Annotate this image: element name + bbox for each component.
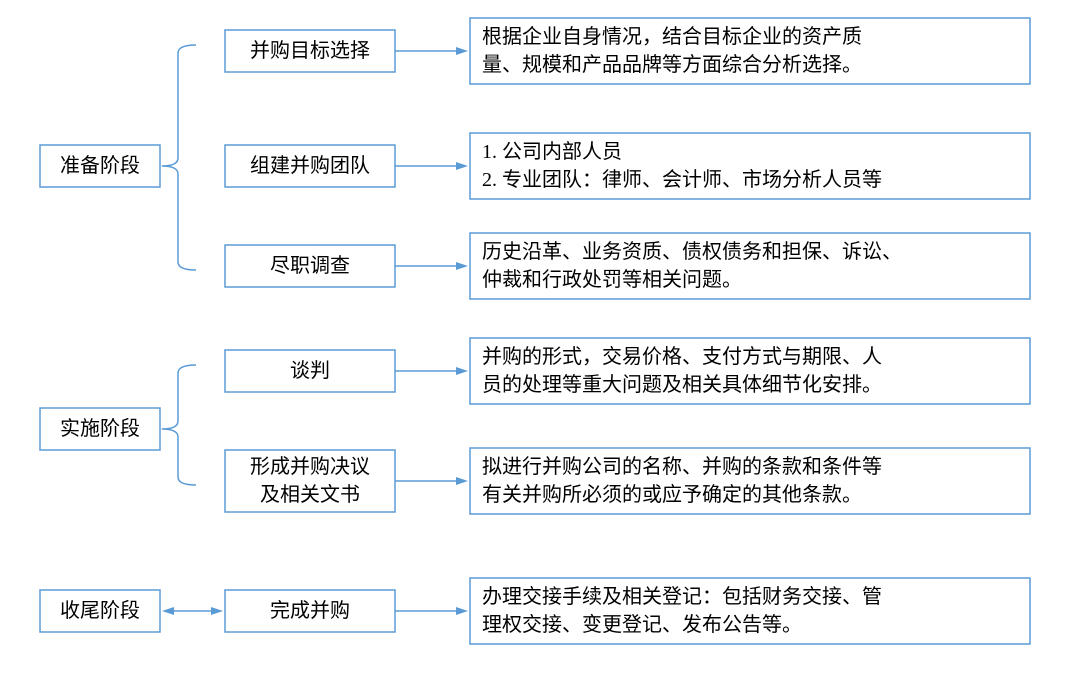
desc-nego: 并购的形式，交易价格、支付方式与期限、人员的处理等重大问题及相关具体细节化安排。 [470, 338, 1030, 404]
desc-resol: 拟进行并购公司的名称、并购的条款和条件等有关并购所必须的或应予确定的其他条款。 [470, 448, 1030, 514]
stage-exec: 实施阶段 [40, 408, 160, 450]
desc-dd: 历史沿革、业务资质、债权债务和担保、诉讼、仲裁和行政处罚等相关问题。 [470, 233, 1030, 299]
step-resol: 形成并购决议及相关文书 [225, 450, 395, 512]
desc-done-label: 理权交接、变更登记、发布公告等。 [482, 613, 802, 636]
step-resol-label: 形成并购决议 [250, 455, 370, 478]
stage-exec-label: 实施阶段 [60, 417, 140, 440]
step-nego: 谈判 [225, 350, 395, 392]
desc-team: 1. 公司内部人员 2. 专业团队：律师、会计师、市场分析人员等 [470, 133, 1030, 199]
stage-prep-label: 准备阶段 [60, 154, 140, 177]
stage-end-label: 收尾阶段 [60, 599, 140, 622]
desc-dd-label: 仲裁和行政处罚等相关问题。 [482, 268, 742, 291]
step-target-label: 并购目标选择 [250, 39, 370, 62]
desc-resol-label: 有关并购所必须的或应予确定的其他条款。 [482, 483, 862, 506]
step-resol-label: 及相关文书 [260, 483, 360, 506]
stage-prep: 准备阶段 [40, 145, 160, 187]
desc-target: 根据企业自身情况，结合目标企业的资产质量、规模和产品品牌等方面综合分析选择。 [470, 18, 1030, 84]
desc-target-label: 量、规模和产品品牌等方面综合分析选择。 [482, 53, 862, 76]
desc-team-label: 1. 公司内部人员 [482, 140, 622, 163]
desc-resol-label: 拟进行并购公司的名称、并购的条款和条件等 [482, 455, 882, 478]
step-target: 并购目标选择 [225, 30, 395, 72]
step-dd-label: 尽职调查 [270, 254, 350, 277]
step-dd: 尽职调查 [225, 245, 395, 287]
step-done: 完成并购 [225, 590, 395, 632]
desc-nego-label: 并购的形式，交易价格、支付方式与期限、人 [482, 345, 882, 368]
step-team: 组建并购团队 [225, 145, 395, 187]
desc-nego-label: 员的处理等重大问题及相关具体细节化安排。 [482, 373, 882, 396]
step-nego-label: 谈判 [290, 359, 330, 382]
desc-dd-label: 历史沿革、业务资质、债权债务和担保、诉讼、 [482, 240, 902, 263]
desc-done: 办理交接手续及相关登记：包括财务交接、管理权交接、变更登记、发布公告等。 [470, 578, 1030, 644]
stage-end: 收尾阶段 [40, 590, 160, 632]
step-team-label: 组建并购团队 [250, 154, 370, 177]
desc-team-label: 2. 专业团队：律师、会计师、市场分析人员等 [482, 168, 882, 191]
desc-target-label: 根据企业自身情况，结合目标企业的资产质 [482, 25, 862, 48]
step-done-label: 完成并购 [270, 599, 350, 622]
desc-done-label: 办理交接手续及相关登记：包括财务交接、管 [482, 585, 882, 608]
